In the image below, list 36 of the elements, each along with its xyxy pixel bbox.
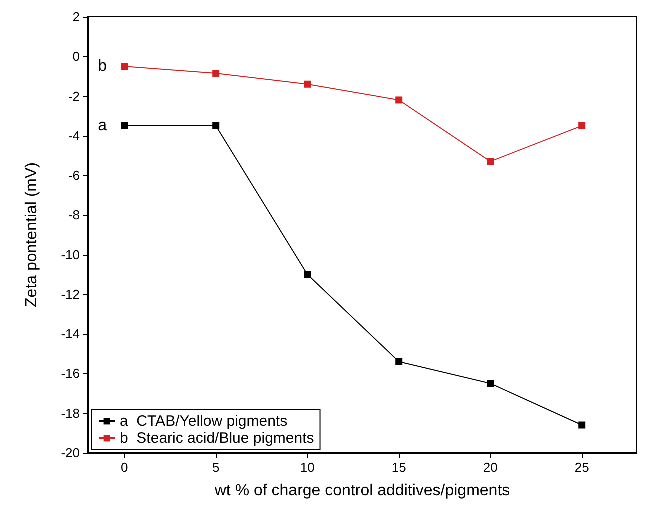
x-tick-label: 25 [574, 460, 590, 475]
point [304, 80, 312, 88]
y-tick-label: -6 [68, 168, 80, 184]
y-tick-label: -8 [68, 208, 80, 223]
legend-label: a CTAB/Yellow pigments [120, 413, 288, 430]
y-tick-label: -18 [61, 406, 80, 421]
x-tick-label: 10 [300, 460, 315, 475]
x-axis-title: wt % of charge control additives/pigments [214, 482, 510, 500]
point [578, 422, 586, 429]
point [304, 271, 312, 278]
x-tick-label: 5 [212, 460, 220, 475]
y-tick-label: -10 [61, 247, 80, 262]
y-tick-label: 0 [72, 49, 80, 64]
point [487, 158, 494, 166]
y-axis-title: Zeta pontential (mV) [24, 162, 40, 308]
y-tick-label: -20 [61, 446, 80, 460]
point [212, 70, 220, 77]
y-tick-label: -4 [68, 128, 80, 144]
x-tick-label: 15 [392, 460, 406, 475]
y-tick-label: -16 [61, 366, 80, 382]
x-tick-label: 0 [120, 460, 128, 475]
y-tick-label: -14 [61, 326, 80, 342]
point [578, 122, 586, 130]
annotation: b [98, 58, 108, 76]
point [487, 380, 494, 388]
legend-label: b Stearic acid/Blue pigments [120, 430, 314, 447]
point [212, 122, 220, 130]
point [396, 358, 403, 366]
point [396, 96, 403, 104]
x-tick-label: 20 [483, 460, 498, 475]
y-tick-label: -2 [68, 88, 80, 104]
point [121, 122, 128, 130]
y-tick-label: -12 [61, 286, 80, 302]
point [121, 63, 128, 70]
y-tick-label: 2 [72, 10, 80, 24]
annotation: a [98, 118, 108, 134]
